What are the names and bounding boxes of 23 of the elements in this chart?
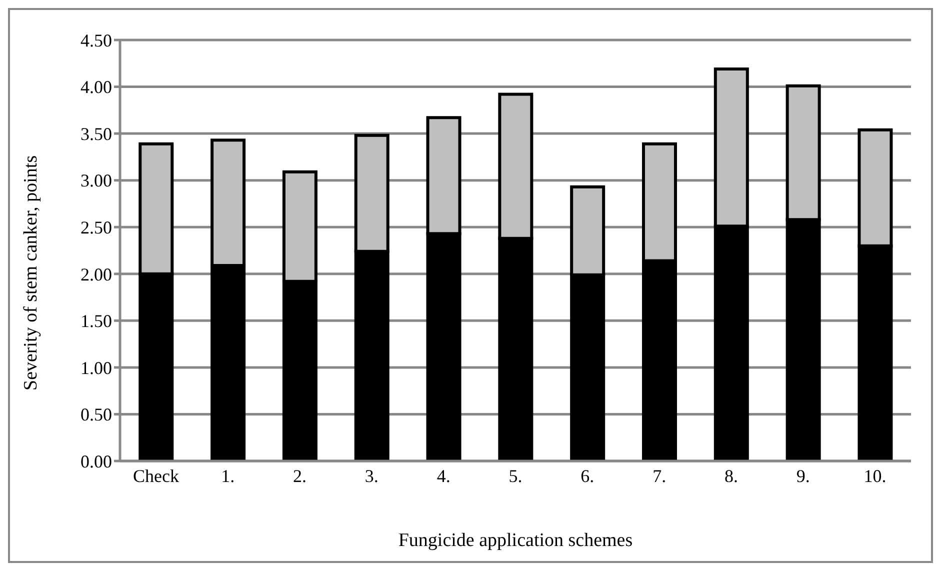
y-tick-label: 2.00: [80, 264, 112, 284]
y-tick-label: 3.00: [80, 170, 112, 191]
x-tick-label: 3.: [364, 466, 378, 486]
x-tick-label: 10.: [864, 466, 886, 486]
x-tick-label: 4.: [436, 466, 450, 486]
x-tick-label: Check: [132, 466, 179, 486]
x-tick-label: 2.: [293, 466, 307, 486]
x-tick-label: 9.: [796, 466, 810, 486]
x-axis-title: Fungicide application schemes: [398, 530, 633, 551]
x-tick-label: 7.: [652, 466, 666, 486]
x-tick-label: 1.: [221, 466, 235, 486]
y-tick-label: 1.00: [80, 358, 112, 378]
y-tick-label: 4.00: [80, 77, 112, 98]
y-tick-label: 0.00: [80, 451, 112, 472]
y-tick-label: 1.50: [80, 311, 112, 332]
y-tick-label: 2.50: [80, 218, 112, 238]
y-tick-label: 4.50: [80, 30, 112, 50]
x-tick-label: 5.: [508, 466, 522, 486]
y-tick-label: 0.50: [80, 404, 112, 425]
x-tick-label: 8.: [724, 466, 738, 486]
y-tick-label: 3.50: [80, 124, 112, 144]
x-tick-label: 6.: [580, 466, 594, 486]
y-axis-title: Severity of stem canker, points: [20, 155, 42, 390]
